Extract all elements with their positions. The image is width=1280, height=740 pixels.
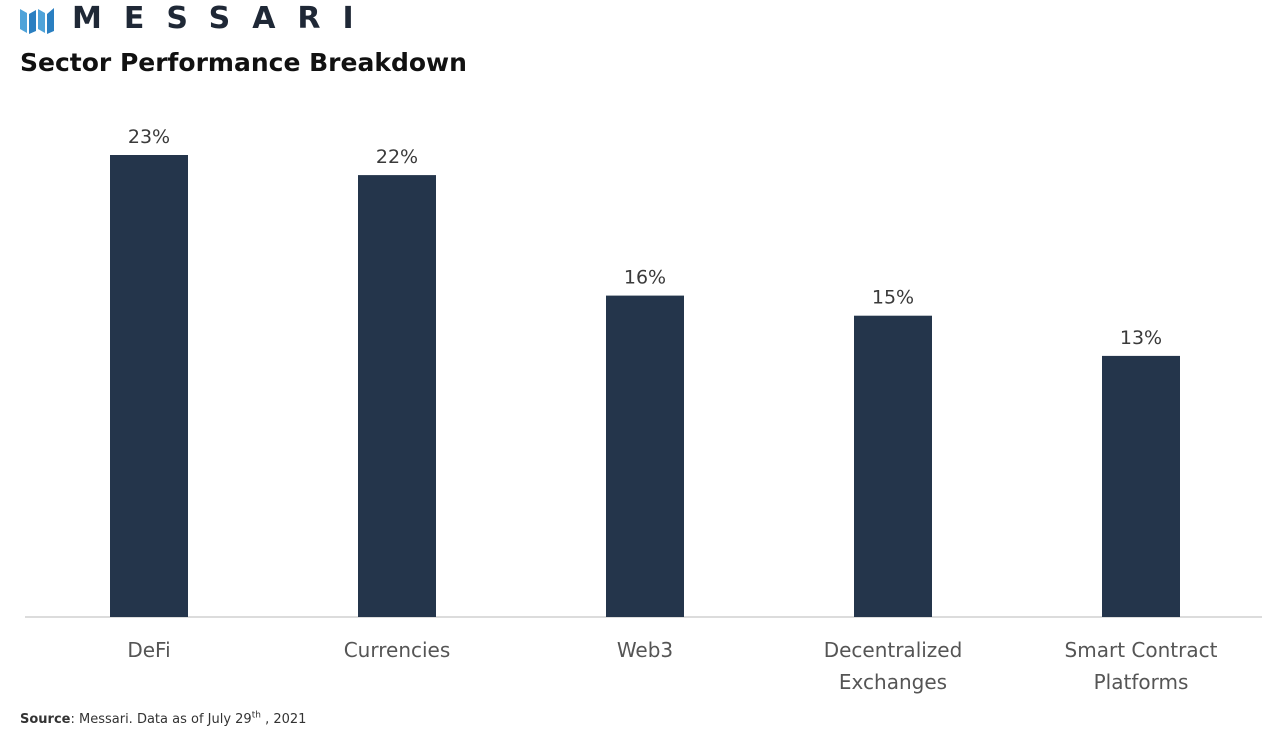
source-year: , 2021 [260,712,307,727]
brand: MESSARI [18,2,376,36]
category-label: Decentralized Exchanges [824,638,963,694]
messari-logo-icon [20,8,54,34]
bar-defi [110,155,188,617]
data-label: 13% [1120,327,1162,349]
category-label: Currencies [344,638,451,662]
source-text: : Messari. Data as of July 29 [70,712,252,727]
bar-smart-contract-platforms [1102,355,1180,617]
bar-decentralized-exchanges [854,315,932,617]
data-label: 16% [624,267,666,289]
data-label: 23% [128,126,170,148]
source-note: Source: Messari. Data as of July 29th , … [20,710,307,727]
brand-name: MESSARI [72,1,376,36]
data-label: 22% [376,146,418,168]
source-label: Source [20,712,71,727]
category-label: DeFi [127,638,170,662]
category-label: Smart Contract Platforms [1065,638,1218,694]
chart-title: Sector Performance Breakdown [20,48,467,77]
bar-web3 [606,295,684,617]
chart-header: MESSARI Sector Performance Breakdown [18,0,718,90]
category-label: Web3 [617,638,673,662]
bar-currencies [358,175,436,617]
data-label: 15% [872,287,914,309]
source-superscript: th [251,710,261,721]
